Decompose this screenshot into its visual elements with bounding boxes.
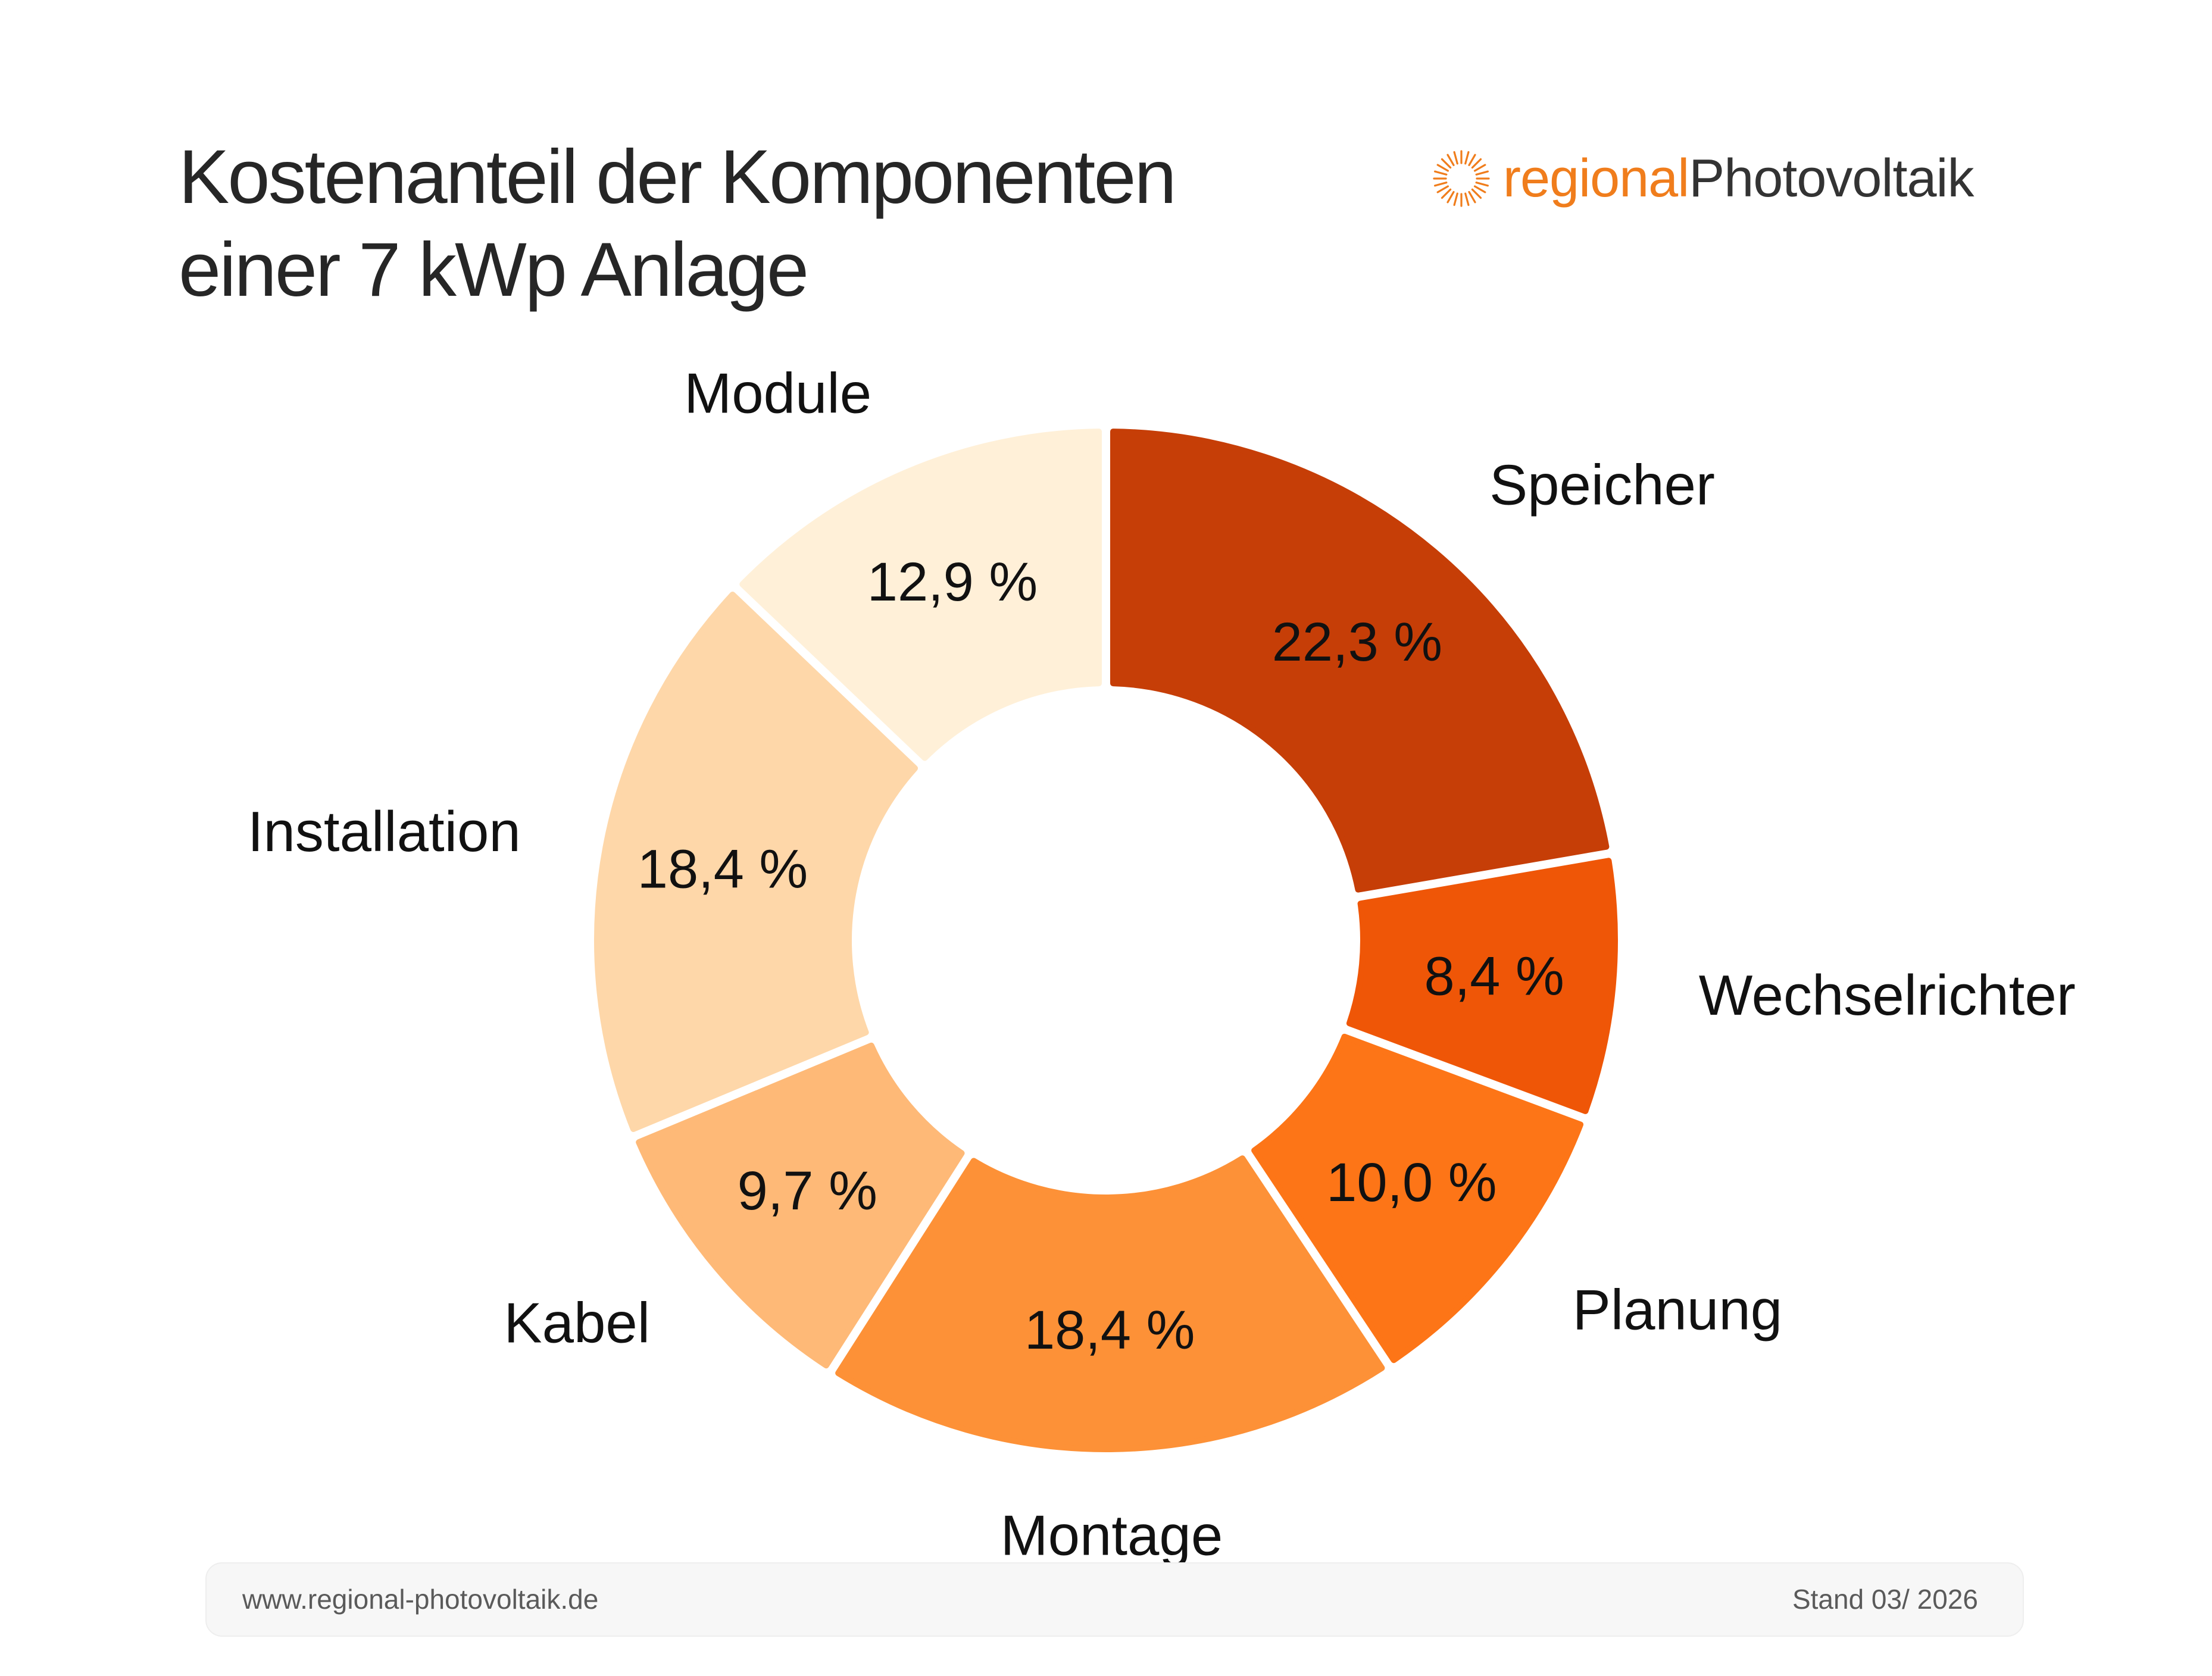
slice-wechselrichter — [1346, 858, 1618, 1114]
category-label-montage: Montage — [1001, 1503, 1223, 1567]
value-label-planung: 10,0 % — [1326, 1152, 1496, 1213]
chart-title: Kostenanteil der Komponenten einer 7 kWp… — [179, 131, 1177, 317]
value-labels: 22,3 % 8,4 % 10,0 % 18,4 % 9,7 % 18,4 % 12,9 % — [638, 552, 1564, 1361]
category-label-installation: Installation — [248, 800, 521, 864]
value-label-module: 12,9 % — [867, 552, 1038, 612]
logo-text-photovoltaik: Photovoltaik — [1689, 148, 1974, 208]
slice-module — [739, 429, 1102, 761]
sun-icon — [1433, 150, 1490, 207]
category-labels: Speicher Wechselrichter Planung Montage Kabe… — [248, 361, 2076, 1567]
category-label-speicher: Speicher — [1489, 454, 1715, 517]
category-label-kabel: Kabel — [504, 1291, 651, 1355]
slice-montage — [835, 1155, 1385, 1452]
value-label-wechselrichter: 8,4 % — [1424, 946, 1564, 1007]
value-label-installation: 18,4 % — [638, 839, 808, 899]
value-label-speicher: 22,3 % — [1272, 612, 1442, 673]
footer-date: Stand 03/ 2026 — [1792, 1584, 1978, 1615]
brand-logo: regionalPhotovoltaik — [1432, 146, 1974, 211]
slice-installation — [594, 592, 918, 1133]
value-label-montage: 18,4 % — [1024, 1300, 1195, 1361]
footer-bar: www.regional-photovoltaik.de Stand 03/ 2… — [205, 1562, 2024, 1637]
category-label-planung: Planung — [1573, 1278, 1782, 1342]
slice-kabel — [636, 1042, 965, 1369]
donut-slices — [594, 429, 1618, 1452]
chart-title-line-2: einer 7 kWp Anlage — [179, 227, 809, 312]
category-label-module: Module — [684, 361, 871, 425]
footer-website-url: www.regional-photovoltaik.de — [242, 1584, 599, 1615]
logo-text-regional: regional — [1503, 148, 1689, 208]
chart-title-line-1: Kostenanteil der Komponenten — [179, 135, 1177, 220]
slice-speicher — [1110, 429, 1610, 893]
logo-text: regionalPhotovoltaik — [1503, 148, 1974, 210]
value-label-kabel: 9,7 % — [738, 1161, 877, 1221]
category-label-wechselrichter: Wechselrichter — [1699, 964, 2076, 1027]
slice-planung — [1251, 1033, 1584, 1364]
